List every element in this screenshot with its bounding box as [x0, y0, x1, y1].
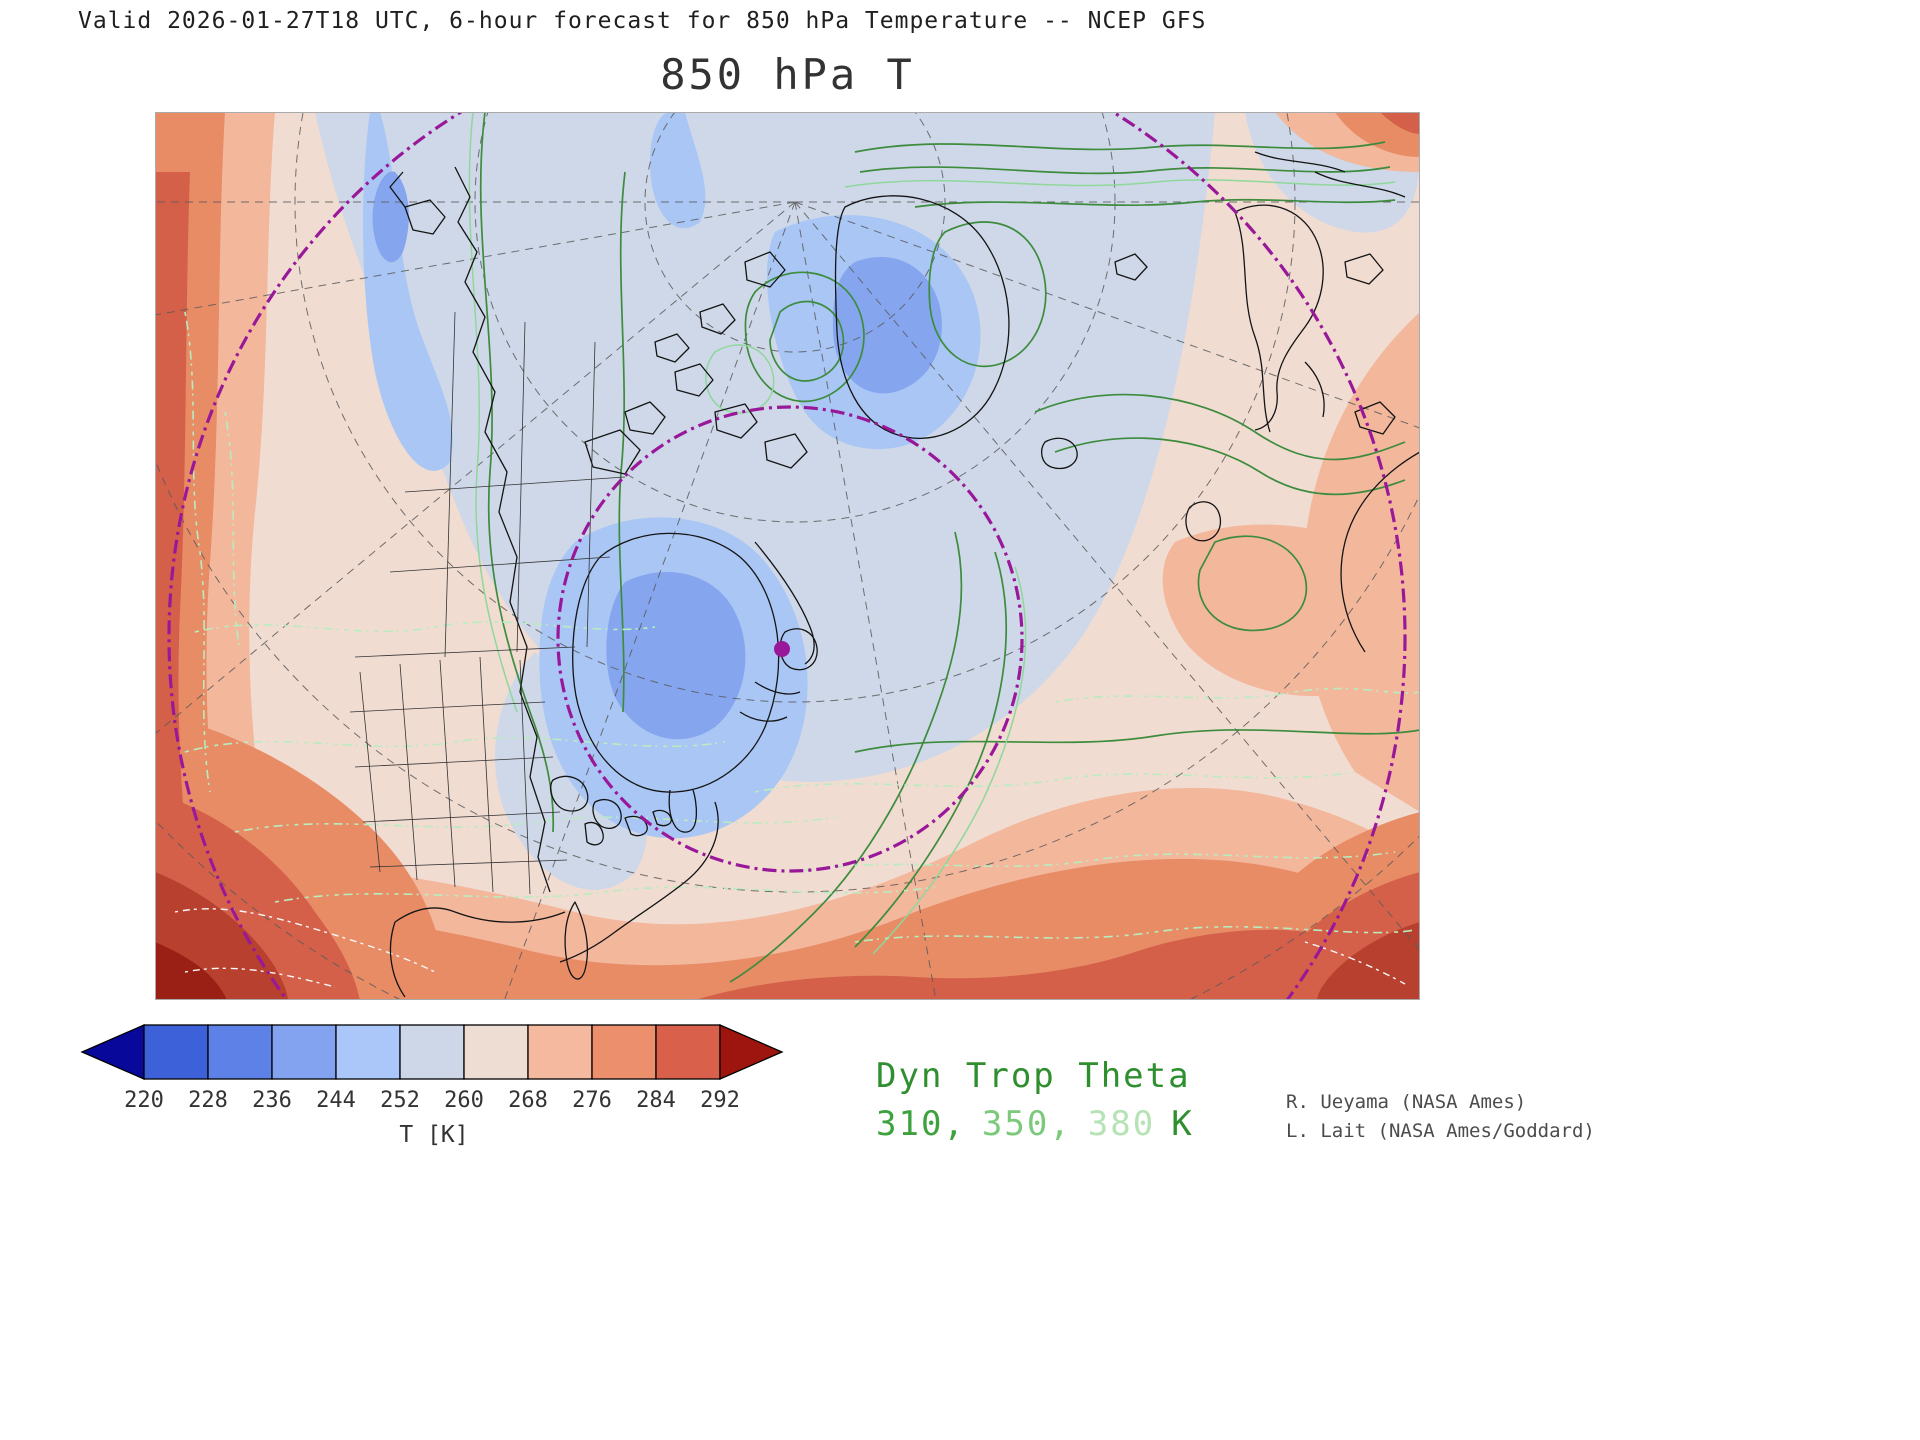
- colorbar-tick: 260: [444, 1088, 484, 1113]
- colorbar-label: T [K]: [399, 1122, 469, 1148]
- colorbar-tick: 284: [636, 1088, 676, 1113]
- theta-level: K: [1171, 1104, 1194, 1144]
- credit-line-2: L. Lait (NASA Ames/Goddard): [1286, 1120, 1595, 1142]
- state-border-layer: [349, 311, 626, 895]
- colorbar-tick: 236: [252, 1088, 292, 1113]
- theta-legend-levels: 310, 350, 380 K: [876, 1104, 1210, 1144]
- colorbar-tick: 228: [188, 1088, 228, 1113]
- plot-title: 850 hPa T: [660, 50, 915, 99]
- map-plot: [155, 112, 1420, 1000]
- coastline-layer: [389, 151, 1420, 998]
- theta-legend-title: Dyn Trop Theta: [876, 1056, 1191, 1096]
- theta-contour-layer-380-speckle: [184, 311, 1420, 943]
- theta-level: 350,: [981, 1104, 1072, 1144]
- temperature-fill-layer: [155, 112, 1420, 1000]
- purple-range-circle-outer: [167, 112, 1407, 1000]
- theta-contour-white-speckle: [174, 908, 1406, 988]
- purple-range-rings: [167, 112, 1407, 1000]
- theta-level: 380: [1087, 1104, 1156, 1144]
- purple-range-circle-inner: [556, 405, 1024, 873]
- colorbar-tick: 220: [124, 1088, 164, 1113]
- colorbar-tick: 292: [700, 1088, 740, 1113]
- theta-contour-layer-310: [479, 112, 1420, 983]
- colorbar-tick: 268: [508, 1088, 548, 1113]
- map-frame: [155, 112, 1420, 1000]
- colorbar-tick: 244: [316, 1088, 356, 1113]
- credit-line-1: R. Ueyama (NASA Ames): [1286, 1091, 1527, 1113]
- colorbar: 220 228 236 244 252 260 268 276 284 292 T [K]: [78, 1022, 790, 1148]
- purple-marker-dot: [774, 641, 790, 657]
- map-canvas: [155, 112, 1420, 1000]
- theta-legend: Dyn Trop Theta 310, 350, 380 K: [876, 1056, 1210, 1144]
- credits: R. Ueyama (NASA Ames) L. Lait (NASA Ames…: [1286, 1088, 1595, 1146]
- colorbar-scale: [80, 1024, 784, 1080]
- colorbar-tick: 252: [380, 1088, 420, 1113]
- colorbar-ticks: 220 228 236 244 252 260 268 276 284 292: [78, 1086, 790, 1116]
- theta-contour-layer-350: [468, 112, 1396, 955]
- theta-level: 310,: [876, 1104, 966, 1144]
- colorbar-tick: 276: [572, 1088, 612, 1113]
- valid-time-line: Valid 2026-01-27T18 UTC, 6-hour forecast…: [78, 8, 1207, 34]
